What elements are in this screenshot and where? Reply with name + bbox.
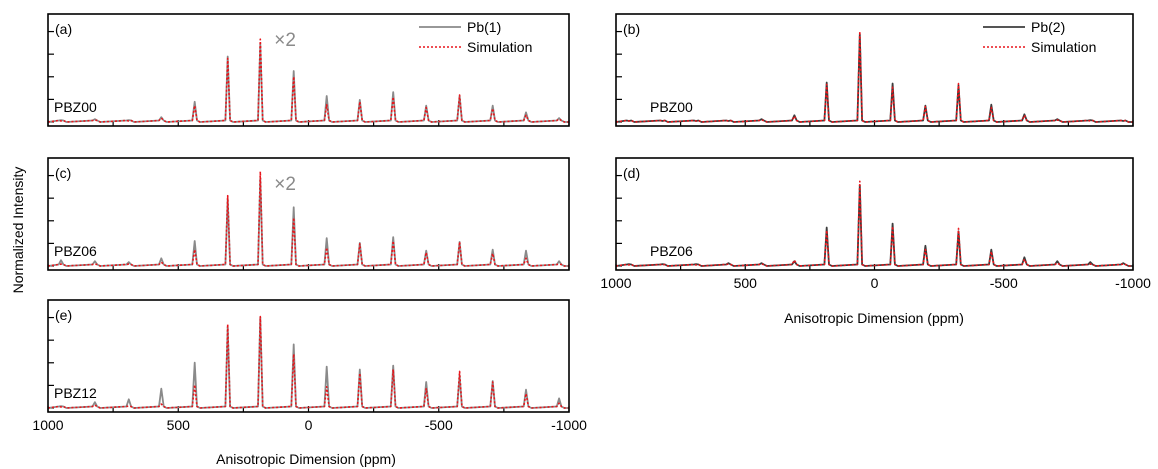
series-experiment-a — [47, 43, 569, 123]
series-simulation-c — [47, 170, 569, 267]
x-tick-label-d-4: -1000 — [1115, 275, 1151, 291]
scale-annotation-a: ×2 — [274, 30, 296, 51]
legend-entry-a-1: Simulation — [467, 39, 532, 55]
series-experiment-c — [47, 177, 569, 267]
x-axis-label-right: Anisotropic Dimension (ppm) — [784, 310, 964, 326]
x-tick-label-d-0: 1000 — [600, 275, 631, 291]
panel-a: (a) PBZ00 ×2 Pb(1) Simulation — [47, 13, 570, 127]
series-experiment-d — [615, 184, 1133, 267]
panel-c: (c) PBZ06 ×2 — [47, 157, 570, 271]
sample-label-b: PBZ00 — [650, 99, 693, 115]
sample-label-c: PBZ06 — [54, 243, 97, 259]
x-tick-label-d-1: 500 — [734, 275, 758, 291]
scale-annotation-c: ×2 — [274, 174, 296, 195]
sample-label-d: PBZ06 — [650, 243, 693, 259]
legend-entry-b-0: Pb(2) — [1031, 19, 1065, 35]
x-tick-label-d-3: -500 — [990, 275, 1018, 291]
panels: (a) PBZ00 ×2 Pb(1) Simulation (b) PBZ00 Pb(2) Si… — [32, 13, 1151, 433]
x-tick-label-e-2: 0 — [305, 417, 313, 433]
panel-letter-c: (c) — [55, 165, 71, 181]
x-tick-label-e-4: -1000 — [551, 417, 587, 433]
series-experiment-b — [615, 33, 1133, 123]
y-axis-label: Normalized Intensity — [10, 167, 26, 294]
x-axis-label-left: Anisotropic Dimension (ppm) — [216, 451, 396, 467]
series-simulation-d — [615, 180, 1133, 267]
sample-label-a: PBZ00 — [54, 99, 97, 115]
panel-letter-b: (b) — [623, 21, 640, 37]
legend-entry-b-1: Simulation — [1031, 39, 1096, 55]
series-simulation-e — [47, 315, 569, 409]
plot-frame-c — [47, 157, 570, 271]
legend-entry-a-0: Pb(1) — [467, 19, 501, 35]
x-tick-label-e-0: 1000 — [32, 417, 63, 433]
plot-frame-d — [615, 157, 1134, 271]
panel-d: 1000 500 0 -500 -1000 (d) PBZ06 — [600, 157, 1151, 291]
plot-frame-a — [47, 13, 570, 127]
x-tick-label-e-1: 500 — [167, 417, 191, 433]
panel-letter-d: (d) — [623, 165, 640, 181]
x-tick-label-e-3: -500 — [425, 417, 453, 433]
sample-label-e: PBZ12 — [54, 385, 97, 401]
panel-letter-a: (a) — [55, 21, 72, 37]
panel-b: (b) PBZ00 Pb(2) Simulation — [615, 13, 1134, 127]
series-simulation-a — [47, 38, 569, 123]
series-simulation-b — [615, 30, 1133, 123]
plot-frame-e — [47, 299, 570, 413]
plot-frame-b — [615, 13, 1134, 127]
panel-letter-e: (e) — [55, 307, 72, 323]
x-tick-label-d-2: 0 — [871, 275, 879, 291]
panel-e: 1000 500 0 -500 -1000 (e) PBZ12 — [32, 299, 587, 433]
